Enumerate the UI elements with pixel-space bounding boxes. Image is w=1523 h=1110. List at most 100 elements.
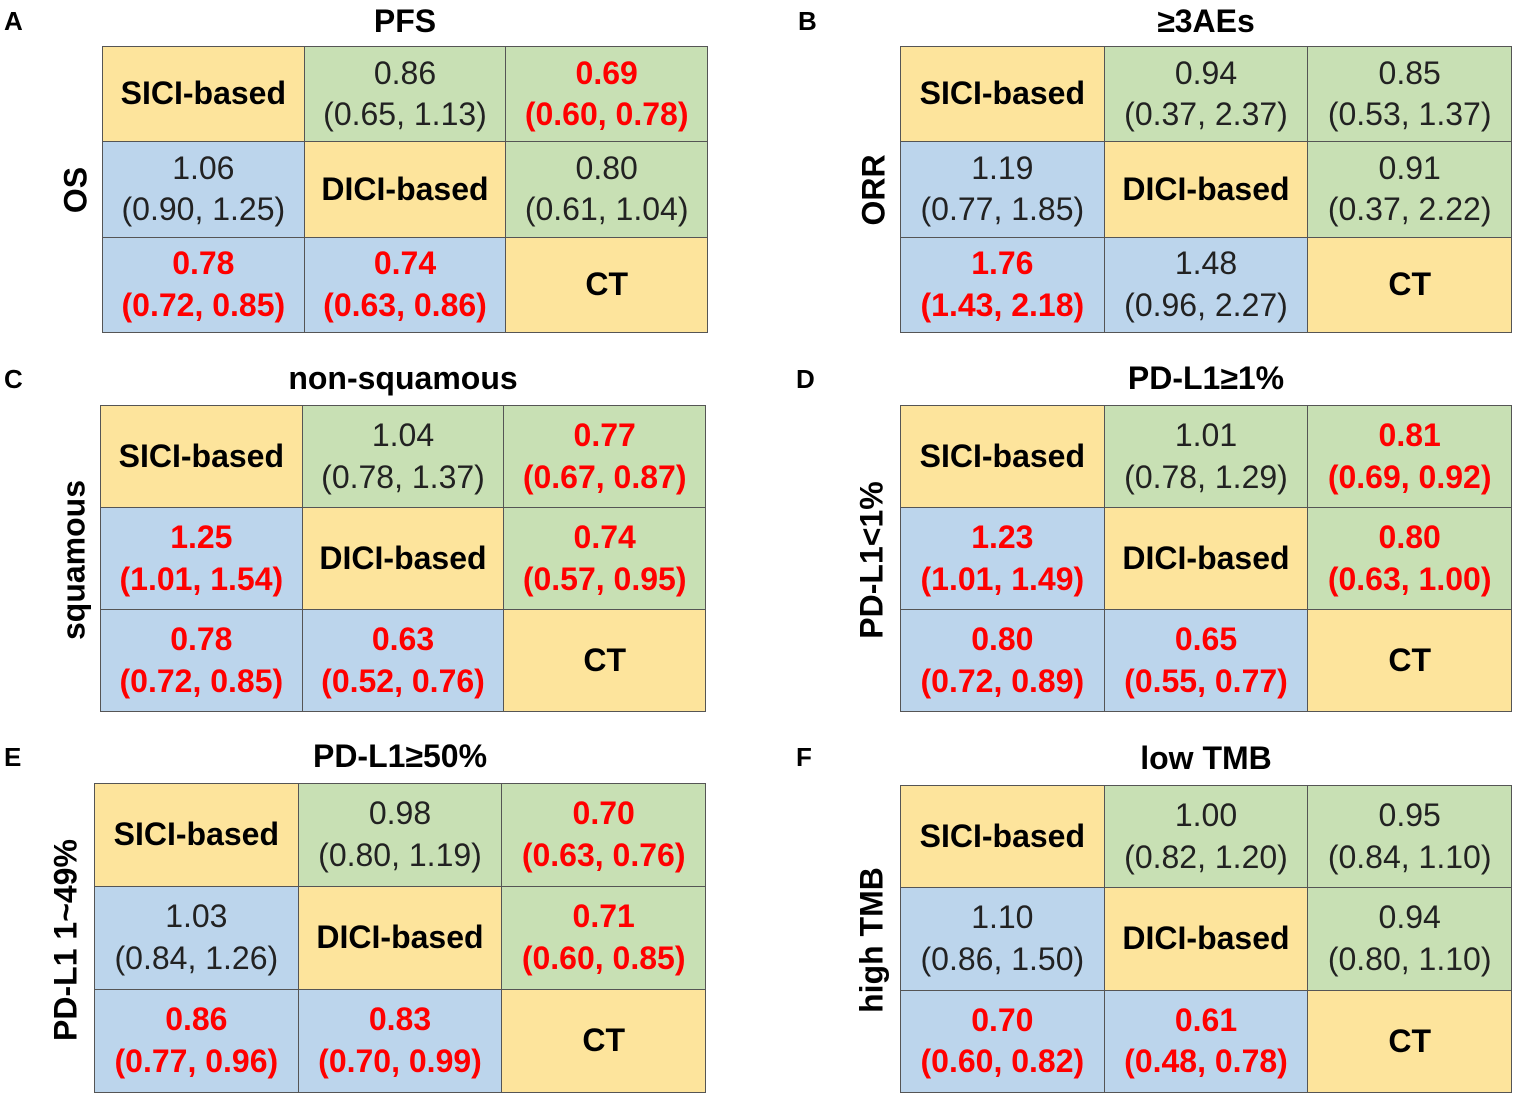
effect-cell: 0.61 (0.48, 0.78): [1103, 989, 1308, 1092]
confidence-interval: (0.96, 2.27): [1124, 286, 1288, 323]
confidence-interval: (0.72, 0.85): [119, 662, 284, 699]
confidence-interval: (1.43, 2.18): [920, 286, 1085, 323]
effect-estimate: 0.94: [1174, 54, 1238, 91]
confidence-interval: (0.67, 0.87): [522, 458, 687, 495]
confidence-interval: (0.63, 1.00): [1327, 560, 1492, 597]
treatment-label: DICI-based: [1122, 539, 1290, 576]
effect-cell: 0.95 (0.84, 1.10): [1307, 785, 1511, 888]
league-table: SICI-based 1.00 (0.82, 1.20) 0.95 (0.84, 1.1…: [900, 785, 1512, 1093]
effect-cell: 1.03 (0.84, 1.26): [94, 886, 298, 989]
confidence-interval: (0.86, 1.50): [920, 940, 1085, 977]
confidence-interval: (0.78, 1.37): [321, 458, 485, 495]
effect-cell: 0.80 (0.61, 1.04): [505, 141, 707, 237]
treatment-cell: CT: [1307, 989, 1511, 1092]
treatment-label: SICI-based: [919, 437, 1086, 474]
confidence-interval: (0.72, 0.85): [121, 286, 286, 323]
effect-cell: 0.86 (0.65, 1.13): [303, 46, 506, 142]
confidence-interval: (0.52, 0.76): [321, 662, 485, 699]
side-label: PD-L1<1%: [853, 481, 890, 639]
effect-cell: 0.69 (0.60, 0.78): [505, 46, 707, 142]
treatment-cell: DICI-based: [1103, 887, 1308, 990]
treatment-label: SICI-based: [118, 437, 285, 474]
treatment-label: SICI-based: [919, 75, 1086, 112]
treatment-cell: CT: [1307, 236, 1511, 332]
treatment-cell: SICI-based: [102, 46, 304, 142]
confidence-interval: (0.37, 2.22): [1327, 191, 1492, 228]
effect-estimate: 1.01: [1174, 416, 1238, 453]
effect-cell: 0.74 (0.57, 0.95): [503, 507, 705, 609]
effect-estimate: 0.70: [572, 795, 635, 832]
effect-cell: 1.00 (0.82, 1.20): [1103, 785, 1308, 888]
effect-estimate: 1.10: [971, 899, 1034, 936]
effect-estimate: 1.76: [971, 245, 1034, 282]
treatment-cell: CT: [1307, 609, 1511, 711]
side-label: high TMB: [853, 867, 890, 1013]
treatment-label: CT: [583, 641, 626, 678]
effect-cell: 0.83 (0.70, 0.99): [297, 989, 502, 1092]
treatment-cell: CT: [501, 989, 705, 1092]
treatment-cell: DICI-based: [303, 141, 506, 237]
effect-estimate: 0.80: [1378, 518, 1441, 555]
effect-cell: 0.94 (0.80, 1.10): [1307, 887, 1511, 990]
treatment-label: SICI-based: [919, 817, 1086, 854]
effect-cell: 1.10 (0.86, 1.50): [900, 887, 1104, 990]
treatment-cell: SICI-based: [900, 785, 1104, 888]
effect-cell: 1.19 (0.77, 1.85): [900, 141, 1104, 237]
effect-estimate: 1.48: [1174, 245, 1238, 282]
confidence-interval: (0.77, 0.96): [114, 1043, 279, 1079]
confidence-interval: (0.84, 1.26): [114, 940, 279, 976]
effect-estimate: 0.83: [368, 1001, 432, 1038]
effect-cell: 0.94 (0.37, 2.37): [1103, 46, 1308, 142]
treatment-cell: SICI-based: [94, 783, 298, 886]
treatment-label: CT: [1388, 641, 1431, 678]
treatment-cell: SICI-based: [100, 405, 302, 507]
confidence-interval: (0.57, 0.95): [522, 560, 687, 597]
panel-letter: A: [4, 6, 23, 36]
confidence-interval: (0.80, 1.10): [1327, 940, 1492, 977]
effect-cell: 1.04 (0.78, 1.37): [301, 405, 504, 507]
effect-estimate: 0.77: [573, 416, 636, 453]
treatment-label: DICI-based: [1122, 920, 1290, 957]
effect-cell: 0.74 (0.63, 0.86): [303, 236, 506, 332]
treatment-label: CT: [1388, 1022, 1431, 1059]
panel-a: A PFS OS SICI-based 0.86 (0.65, 1.13) 0.69 (…: [0, 0, 760, 360]
confidence-interval: (0.63, 0.86): [323, 286, 487, 323]
confidence-interval: (0.90, 1.25): [121, 191, 286, 228]
effect-estimate: 0.86: [373, 54, 437, 91]
league-table: SICI-based 1.04 (0.78, 1.37) 0.77 (0.67, 0.8…: [100, 405, 706, 712]
confidence-interval: (0.61, 1.04): [524, 191, 689, 228]
effect-estimate: 0.61: [1174, 1001, 1238, 1038]
confidence-interval: (1.01, 1.54): [119, 560, 284, 597]
league-table: SICI-based 0.94 (0.37, 2.37) 0.85 (0.53, 1.3…: [900, 46, 1512, 333]
treatment-cell: DICI-based: [297, 886, 502, 989]
side-label: PD-L1 1~49%: [47, 839, 84, 1041]
treatment-label: DICI-based: [319, 539, 487, 576]
effect-estimate: 1.00: [1174, 797, 1238, 834]
effect-cell: 0.63 (0.52, 0.76): [301, 609, 504, 711]
panel-title: PFS: [373, 3, 437, 39]
effect-cell: 1.25 (1.01, 1.54): [100, 507, 302, 609]
confidence-interval: (0.37, 2.37): [1124, 96, 1288, 133]
effect-cell: 0.78 (0.72, 0.85): [102, 236, 304, 332]
effect-cell: 0.70 (0.63, 0.76): [501, 783, 705, 886]
effect-cell: 0.91 (0.37, 2.22): [1307, 141, 1511, 237]
treatment-label: DICI-based: [316, 919, 484, 956]
effect-estimate: 0.80: [971, 620, 1034, 657]
effect-cell: 1.48 (0.96, 2.27): [1103, 236, 1308, 332]
effect-estimate: 0.95: [1378, 797, 1441, 834]
effect-estimate: 0.94: [1378, 899, 1441, 936]
treatment-label: CT: [582, 1022, 625, 1059]
effect-estimate: 0.78: [172, 245, 235, 282]
confidence-interval: (0.72, 0.89): [920, 662, 1085, 699]
confidence-interval: (0.78, 1.29): [1124, 458, 1288, 495]
effect-cell: 0.80 (0.63, 1.00): [1307, 507, 1511, 609]
effect-estimate: 0.69: [575, 54, 638, 91]
treatment-label: SICI-based: [113, 816, 280, 853]
effect-estimate: 0.85: [1378, 54, 1441, 91]
effect-estimate: 0.80: [575, 149, 638, 186]
effect-estimate: 1.06: [172, 149, 235, 186]
league-table: SICI-based 0.86 (0.65, 1.13) 0.69 (0.60, 0.7…: [102, 46, 708, 333]
effect-estimate: 0.74: [373, 245, 437, 282]
effect-estimate: 0.70: [971, 1001, 1034, 1038]
effect-estimate: 0.98: [368, 795, 432, 832]
